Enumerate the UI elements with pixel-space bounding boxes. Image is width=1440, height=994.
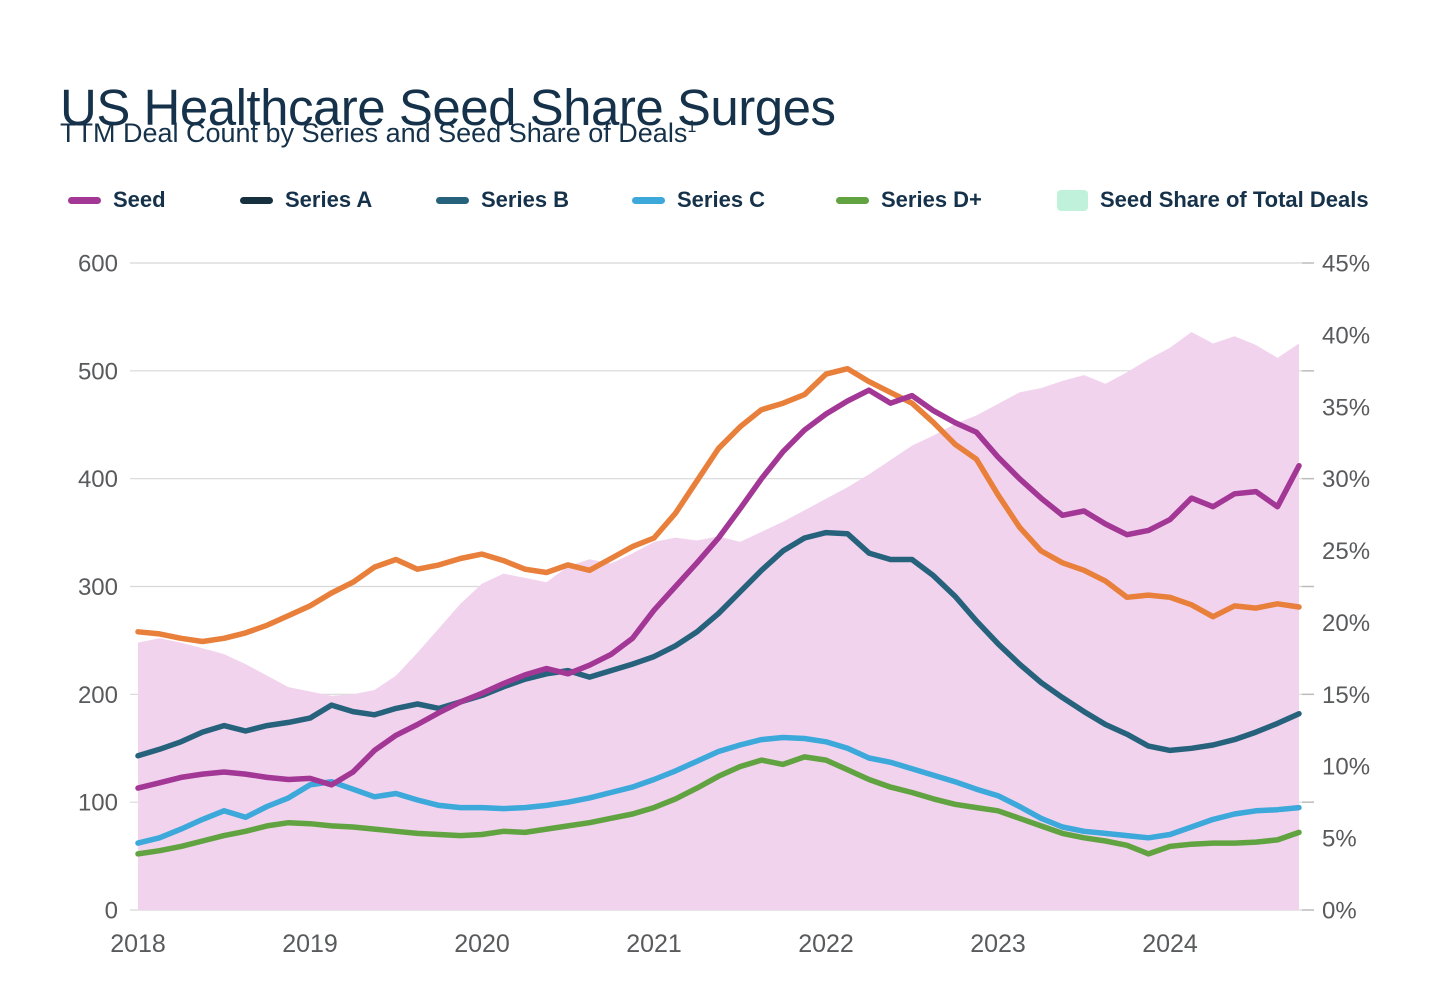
footnote-marker: 1 (687, 118, 697, 136)
right-axis-tick-label: 40% (1322, 322, 1370, 349)
x-axis-tick-label: 2021 (626, 930, 682, 958)
x-axis-tick-label: 2018 (110, 930, 166, 958)
series-b-line (135, 529, 1302, 759)
right-axis-tick-label: 20% (1322, 610, 1370, 637)
x-axis-tick-label: 2020 (454, 930, 510, 958)
legend-swatch-seed-icon (68, 196, 101, 204)
seed-share-area (138, 332, 1299, 910)
chart-title: US Healthcare Seed Share Surges (60, 79, 836, 137)
right-axis-tick-label: 5% (1322, 826, 1357, 853)
left-axis-tick-label: 300 (78, 574, 118, 601)
legend-label-seed: Seed (113, 187, 166, 212)
left-axis-tick-label: 600 (78, 251, 118, 278)
x-axis-tick-label: 2019 (282, 930, 338, 958)
legend-swatch-series-c-icon (632, 196, 665, 204)
left-axis-tick-label: 100 (78, 790, 118, 817)
legend-item-series-a: Series A (240, 185, 372, 215)
right-axis-tick-label: 10% (1322, 754, 1370, 781)
legend-item-series-d: Series D+ (836, 185, 982, 215)
x-axis-tick-label: 2022 (798, 930, 854, 958)
legend-swatch-series-d-icon (836, 196, 869, 204)
right-axis-ticks (1302, 262, 1314, 911)
left-axis-tick-label: 400 (78, 466, 118, 493)
legend-swatch-seed-share-of-total-deals-icon (1057, 189, 1088, 211)
seed-line (135, 387, 1302, 791)
legend-label-series-b: Series B (481, 187, 570, 212)
legend-item-seed: Seed (68, 185, 166, 215)
left-axis-tick-label: 200 (78, 682, 118, 709)
legend-label-series-d: Series D+ (881, 187, 982, 212)
x-axis-tick-label: 2023 (970, 930, 1026, 958)
left-axis-labels: 600 500 400 300 200 100 0 (78, 251, 118, 925)
left-axis-tick-label: 0 (105, 898, 118, 925)
chart-subtitle: TTM Deal Count by Series and Seed Share … (60, 118, 696, 149)
legend: Seed Series A Series B Series C Series D+ See… (0, 185, 1440, 217)
right-axis-tick-label: 25% (1322, 538, 1370, 565)
right-axis-tick-label: 45% (1322, 251, 1370, 278)
legend-label-seed-share-of-total-deals: Seed Share of Total Deals (1100, 187, 1369, 212)
right-axis-labels: 45% 40% 35% 30% 25% 20% 15% 10% 5% 0% (1322, 251, 1370, 925)
legend-item-series-c: Series C (632, 185, 765, 215)
right-axis-tick-label: 35% (1322, 394, 1370, 421)
series-a-line (135, 365, 1302, 645)
legend-item-series-b: Series B (436, 185, 569, 215)
legend-swatch-series-a-icon (240, 196, 273, 204)
chart-subtitle-text: TTM Deal Count by Series and Seed Share … (60, 118, 688, 148)
x-axis-tick-label: 2024 (1142, 930, 1198, 958)
left-axis-tick-label: 500 (78, 358, 118, 385)
legend-label-series-a: Series A (285, 187, 373, 212)
legend-label-series-c: Series C (677, 187, 766, 212)
series-d-line (135, 754, 1302, 857)
legend-swatch-series-b-icon (436, 196, 469, 204)
right-axis-tick-label: 30% (1322, 466, 1370, 493)
x-axis-labels: 2018 2019 2020 2021 2022 2023 2024 (110, 930, 1198, 958)
right-axis-tick-label: 0% (1322, 898, 1357, 925)
right-axis-tick-label: 15% (1322, 682, 1370, 709)
legend-item-seed-share-of-total-deals: Seed Share of Total Deals (1057, 185, 1369, 215)
